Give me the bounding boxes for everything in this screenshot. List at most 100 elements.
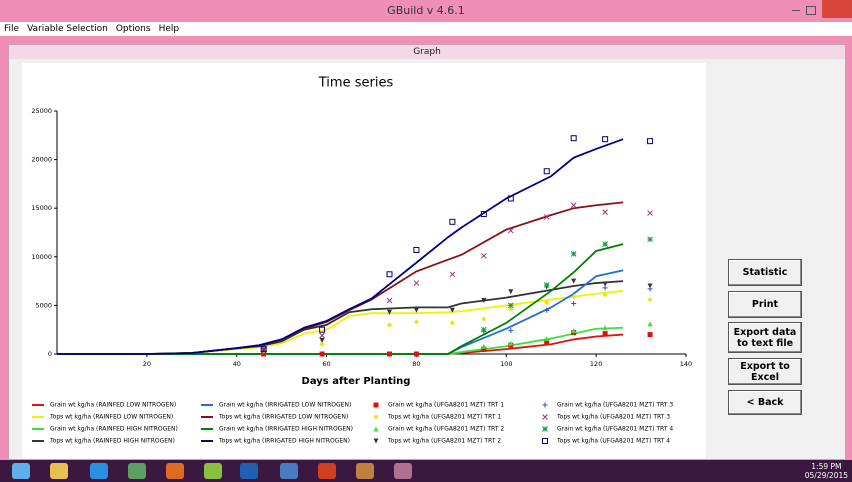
firefox-icon[interactable] xyxy=(166,463,184,479)
data-point xyxy=(544,299,550,305)
app-icon[interactable] xyxy=(280,463,298,479)
data-point xyxy=(508,340,514,346)
data-point xyxy=(508,289,514,295)
start-button[interactable] xyxy=(12,463,30,479)
menu-item[interactable]: File xyxy=(4,24,20,34)
button[interactable]: Export to Excel xyxy=(728,358,802,385)
data-point xyxy=(481,316,487,322)
data-point xyxy=(319,341,325,347)
y-tick-label: 5000 xyxy=(35,301,52,309)
button[interactable]: Statistic xyxy=(728,259,802,286)
gbuild-icon[interactable] xyxy=(394,463,412,479)
app-icon[interactable] xyxy=(356,463,374,479)
legend-label: Tops wt kg/ha (UFGA8201 MZT) TRT 3 xyxy=(556,414,670,421)
legend-symbol xyxy=(373,414,379,420)
data-point xyxy=(571,294,577,300)
app-icon[interactable] xyxy=(204,463,222,479)
button[interactable]: < Back xyxy=(728,390,802,415)
data-point xyxy=(449,271,456,278)
legend-label: Tops wt kg/ha (UFGA8201 MZT) TRT 1 xyxy=(387,414,501,421)
data-point xyxy=(647,236,653,243)
data-point xyxy=(386,297,393,304)
series-line xyxy=(57,138,624,355)
window-title: GBuild v 4.6.1 xyxy=(387,4,465,17)
data-point xyxy=(544,339,550,345)
data-point xyxy=(413,351,419,357)
x-tick-label: 20 xyxy=(143,360,151,368)
legend-symbol xyxy=(373,402,379,408)
data-point xyxy=(544,335,550,341)
data-point xyxy=(481,298,487,304)
legend-label: Grain wt kg/ha (UFGA8201 MZT) TRT 3 xyxy=(557,402,673,409)
legend-label: Grain wt kg/ha (UFGA8201 MZT) TRT 2 xyxy=(388,426,504,433)
data-point xyxy=(602,285,608,291)
data-point xyxy=(647,283,653,289)
legend-label: Tops wt kg/ha (RAINFED LOW NITROGEN) xyxy=(49,414,173,421)
legend-label: Grain wt kg/ha (RAINFED HIGH NITROGEN) xyxy=(50,426,178,433)
menu-bar: File Variable Selection Options Help xyxy=(0,22,852,36)
data-point xyxy=(480,211,487,218)
data-point xyxy=(602,136,609,143)
data-point xyxy=(602,292,608,298)
x-tick-label: 140 xyxy=(680,360,692,368)
data-point xyxy=(449,218,456,225)
time: 1:59 PM xyxy=(811,462,842,471)
data-point xyxy=(260,346,267,352)
data-point xyxy=(647,332,653,338)
data-point xyxy=(570,251,577,257)
powerpoint-icon[interactable] xyxy=(318,463,336,479)
data-point xyxy=(570,135,577,142)
data-point xyxy=(261,351,267,357)
y-tick-label: 10000 xyxy=(31,253,52,261)
legend-label: Tops wt kg/ha (IRRIGATED HIGH NITROGEN) xyxy=(218,438,350,445)
taskbar: 1:59 PM 05/29/2015 xyxy=(0,460,852,482)
y-tick-label: 20000 xyxy=(31,156,52,164)
button[interactable]: Export data to text file xyxy=(728,322,802,353)
series-line xyxy=(57,243,624,355)
data-point xyxy=(571,328,577,334)
data-point xyxy=(413,319,419,325)
chart-title: Time series xyxy=(318,76,394,91)
chart-background xyxy=(22,63,706,459)
chrome-icon[interactable] xyxy=(128,463,146,479)
data-point xyxy=(507,195,514,202)
data-point xyxy=(508,306,514,312)
data-point xyxy=(543,282,550,288)
date: 05/29/2015 xyxy=(804,471,848,480)
x-tick-label: 120 xyxy=(590,360,602,368)
close-button[interactable] xyxy=(822,0,852,18)
data-point xyxy=(449,307,455,313)
data-point xyxy=(602,331,608,337)
data-point xyxy=(544,307,550,313)
legend-label: Tops wt kg/ha (UFGA8201 MZT) TRT 2 xyxy=(387,438,501,445)
data-point xyxy=(386,309,392,315)
menu-item[interactable]: Help xyxy=(158,24,180,34)
data-point xyxy=(481,346,487,352)
menu-item[interactable]: Options xyxy=(115,24,151,34)
minimize-button[interactable] xyxy=(792,10,800,11)
data-point xyxy=(647,297,653,303)
data-point xyxy=(319,351,325,357)
data-point xyxy=(602,325,608,331)
data-point xyxy=(261,347,267,353)
data-point xyxy=(543,168,550,175)
menu-item[interactable]: Variable Selection xyxy=(27,24,108,34)
legend-label: Tops wt kg/ha (UFGA8201 MZT) TRT 4 xyxy=(556,438,670,445)
data-point xyxy=(647,138,654,145)
data-point xyxy=(480,252,487,259)
data-point xyxy=(319,332,325,339)
y-tick-label: 0 xyxy=(48,350,52,358)
data-point xyxy=(319,326,326,333)
legend-label: Grain wt kg/ha (UFGA8201 MZT) TRT 4 xyxy=(557,426,673,433)
x-tick-label: 80 xyxy=(412,360,420,368)
outlook-icon[interactable] xyxy=(240,463,258,479)
button[interactable]: Print xyxy=(728,291,802,318)
data-point xyxy=(413,307,419,313)
data-point xyxy=(319,337,325,343)
legend-label: Grain wt kg/ha (UFGA8201 MZT) TRT 1 xyxy=(388,402,504,409)
data-point xyxy=(571,300,577,306)
ie-icon[interactable] xyxy=(90,463,108,479)
maximize-button[interactable] xyxy=(806,6,816,15)
explorer-icon[interactable] xyxy=(50,463,68,479)
